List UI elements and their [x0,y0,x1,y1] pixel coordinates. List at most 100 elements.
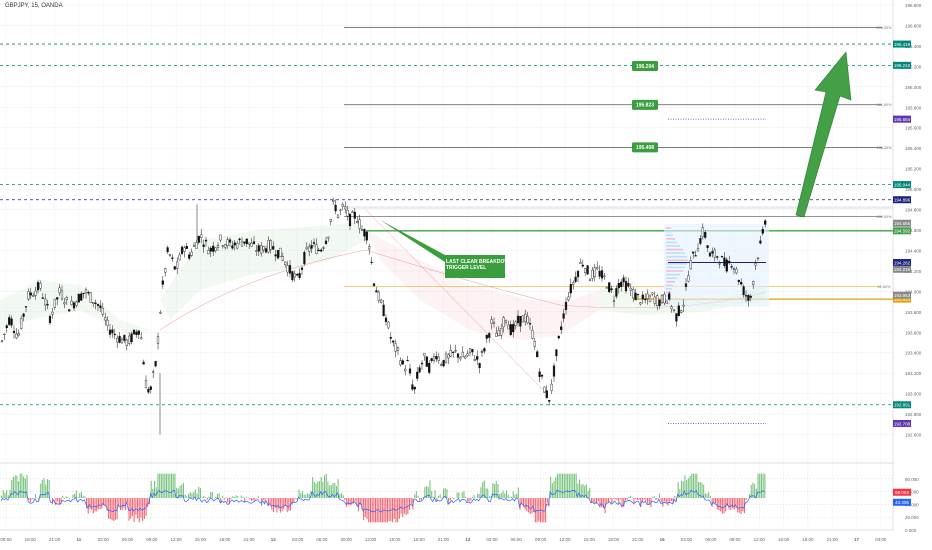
candle-body [240,241,244,247]
osc-bar [757,473,759,498]
osc-bar [638,498,640,500]
osc-bar [446,489,448,498]
candle-body [728,260,731,264]
candle-body [99,305,102,308]
osc-bar [393,498,395,519]
candle-body [56,297,59,300]
candle-body [142,361,145,365]
osc-bar [86,498,88,509]
candle-body [279,247,282,257]
osc-bar [451,497,453,498]
profile-range [664,223,769,307]
osc-bar [573,473,575,498]
candle-body [423,353,426,356]
candle-body [468,348,472,353]
osc-bar [524,498,526,510]
candle-body [48,316,52,323]
osc-bar [444,488,446,498]
osc-bar [174,473,176,498]
osc-bar [7,495,9,498]
candle-body [646,293,649,299]
osc-bar [641,498,643,502]
osc-bar [330,484,332,498]
candle-body [298,272,301,278]
osc-bar [755,488,757,498]
osc-bar [628,496,630,498]
osc-bar [208,496,210,498]
candle-body [94,302,97,304]
osc-bar [607,498,609,503]
osc-bar [597,498,599,502]
x-tick-label: 03:00 [292,537,304,542]
x-tick-label: 09:00 [729,537,741,542]
osc-bar [594,498,596,504]
y-tick-label: 194.800 [905,208,922,213]
ema-slow [159,249,767,331]
candle-body [372,283,376,286]
osc-bar [415,491,417,498]
candle-body [274,254,277,257]
osc-bar [216,493,218,498]
candle-body [358,219,361,229]
osc-bar [703,484,705,498]
candle-body [344,206,347,210]
profile-bar [666,284,673,287]
candle-body [341,204,344,207]
candle-body [754,262,757,266]
fib-label: 61.80% [878,285,892,289]
candle-body [116,337,119,343]
candle-body [317,249,320,252]
osc-bar [692,473,694,498]
osc-bar [45,484,47,498]
osc-signal-line [0,489,765,513]
price-tag-label: 194.216 [894,267,911,272]
candle-body [555,349,558,357]
candle-body [581,264,584,267]
osc-bar [699,482,701,498]
candle-body [236,243,239,249]
osc-bar [463,491,465,498]
candle-body [447,354,450,359]
bear-cloud [366,230,600,340]
osc-bar [380,498,382,523]
candle-body [742,286,745,296]
osc-bar [72,494,74,498]
candle-body [303,252,306,265]
price-tag-label: 194.282 [894,260,911,265]
candle-body [670,306,673,309]
osc-bar [742,498,744,512]
osc-bar [397,498,399,523]
osc-bar [169,473,171,498]
candle-body [353,211,356,219]
y-tick-label: 193.600 [905,330,922,335]
osc-bar [298,489,300,498]
candle-body [598,270,601,277]
candle-body [663,294,666,304]
target-box-label: 196.204 [636,64,654,70]
osc-bar [164,473,166,498]
y-tick-label: 194.200 [905,269,922,274]
candle-body [444,353,448,363]
candle-body [610,288,613,291]
osc-bar [647,498,649,504]
profile-bar [666,288,672,290]
osc-bar [709,496,711,498]
candle-body [548,400,551,402]
y-tick-label: 195.600 [905,126,922,131]
osc-bar [257,495,259,498]
osc-bar [701,482,703,498]
candle-body [711,251,714,254]
candle-body [651,292,654,295]
candle-body [70,300,73,305]
osc-bar [80,492,82,498]
osc-bar [414,494,416,498]
candle-body [269,240,272,250]
osc-bar [602,498,604,508]
level-tag-label: 196.210 [894,63,911,68]
fib-extension: 200.00% 161.80% 138.20% 100.00% 61.80% 196.20… [344,26,892,424]
osc-bar [420,498,422,500]
candle-body [368,246,371,250]
candle-body [360,229,364,231]
candle-body [46,304,49,306]
